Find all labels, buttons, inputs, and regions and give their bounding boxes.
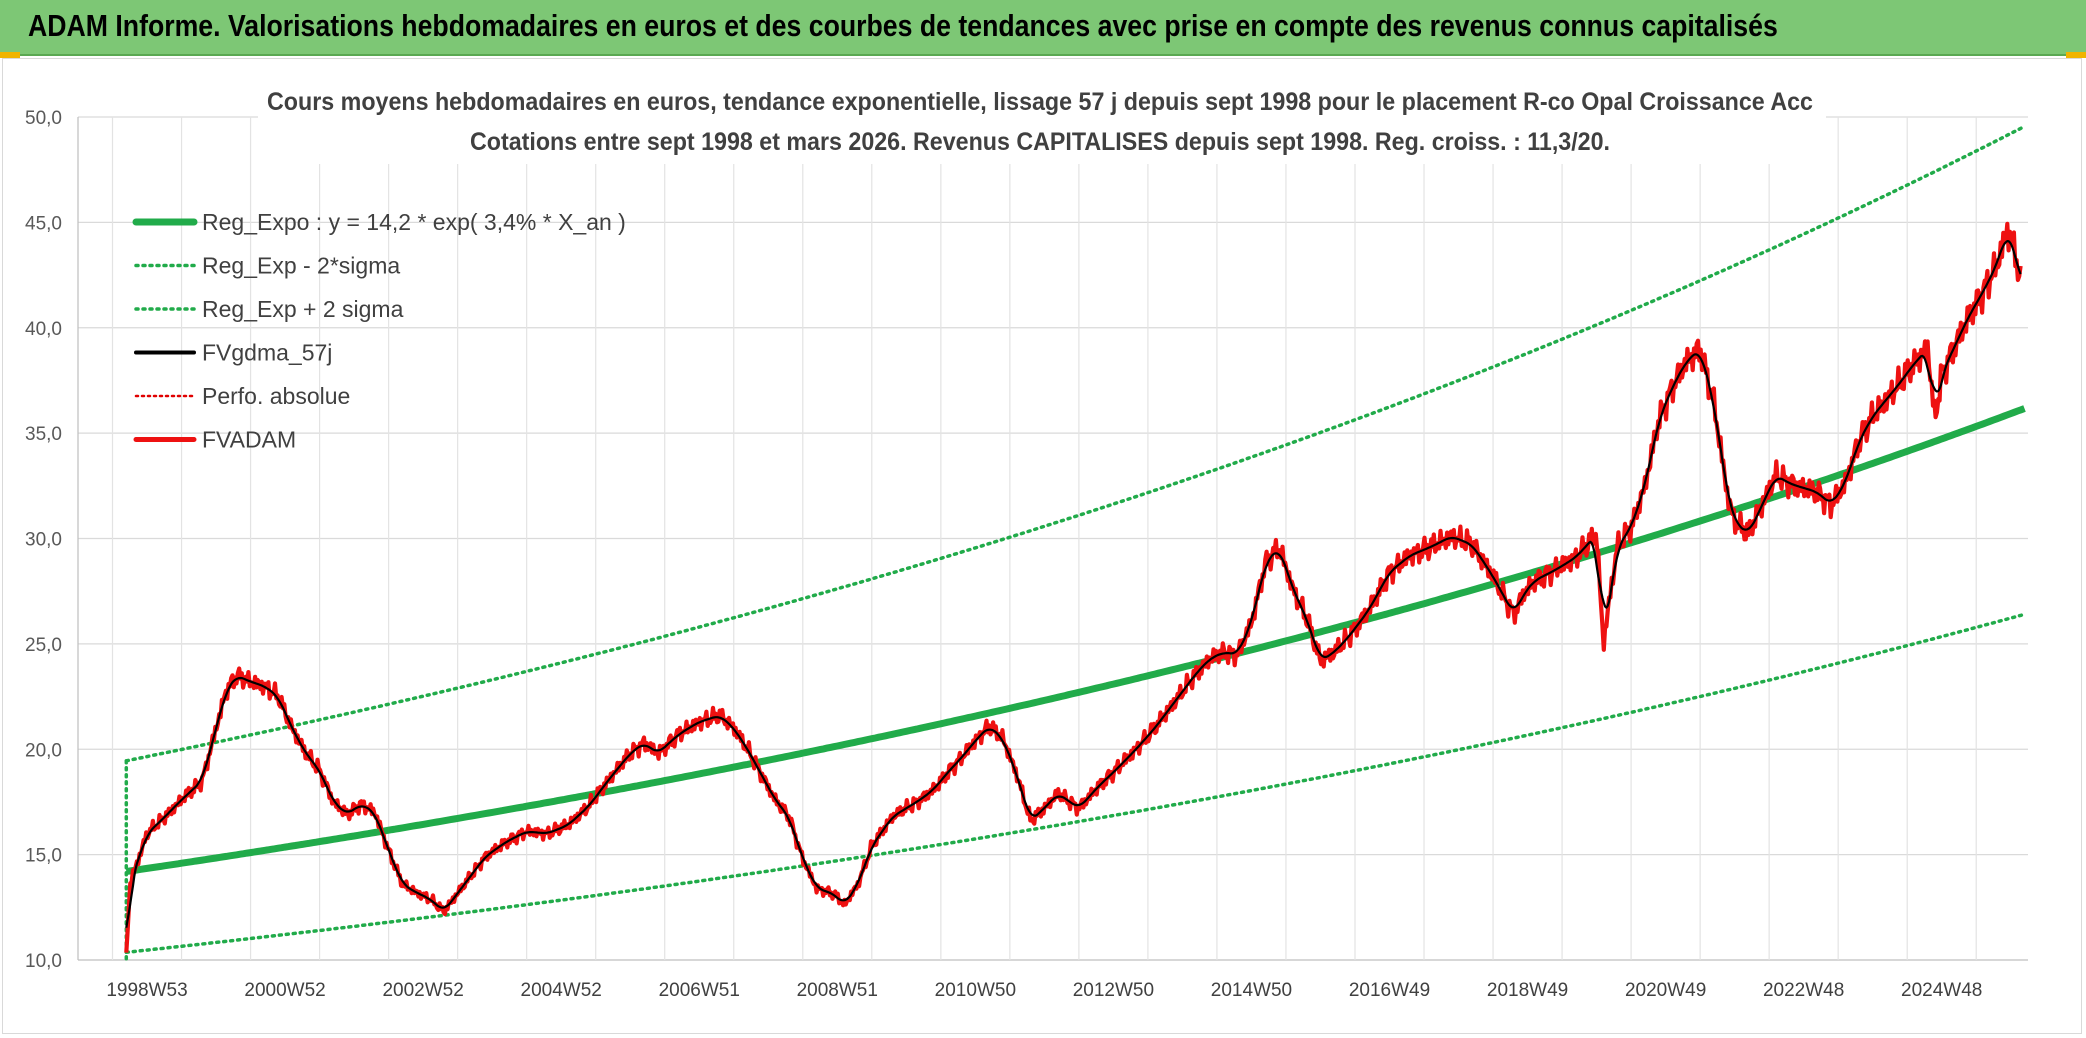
x-tick-label: 2024W48: [1901, 980, 1982, 1001]
series-fvadam: [124, 221, 2023, 953]
x-tick-label: 2006W51: [659, 980, 740, 1001]
legend-label-fvadam: FVADAM: [202, 427, 296, 453]
x-tick-label: 2014W50: [1211, 980, 1292, 1001]
series-layer: [124, 124, 2027, 962]
y-tick-label: 10,0: [25, 951, 62, 972]
grid: [77, 116, 2028, 961]
x-tick-label: 2000W52: [244, 980, 325, 1001]
x-tick-label: 2004W52: [521, 980, 602, 1001]
y-axis: 10,0 15,0 20,0 25,0 30,0 35,0 40,0 45,0 50,0: [25, 108, 62, 972]
x-tick-label: 2010W50: [935, 980, 1016, 1001]
legend-label-reg-plus: Reg_Exp + 2 sigma: [202, 296, 404, 322]
x-tick-label: 2012W50: [1073, 980, 1154, 1001]
banner: ADAM Informe. Valorisations hebdomadaire…: [0, 0, 2086, 56]
series-fvgdma-57j: [125, 240, 2022, 928]
legend-label-perfo: Perfo. absolue: [202, 383, 350, 409]
x-tick-label: 2008W51: [797, 980, 878, 1001]
y-tick-label: 40,0: [25, 319, 62, 340]
y-tick-label: 20,0: [25, 740, 62, 761]
y-tick-label: 45,0: [25, 213, 62, 234]
series-reg-plus-2sigma: [124, 124, 2027, 962]
banner-title: ADAM Informe. Valorisations hebdomadaire…: [28, 8, 1778, 43]
legend: Reg_Expo : y = 14,2 * exp( 3,4% * X_an )…: [132, 209, 626, 453]
chart-frame: [2, 58, 2082, 1034]
x-tick-label: 1998W53: [106, 980, 187, 1001]
x-tick-label: 2016W49: [1349, 980, 1430, 1001]
x-tick-label: 2018W49: [1487, 980, 1568, 1001]
corner-mark-left: [0, 52, 20, 58]
legend-label-fvgdma: FVgdma_57j: [202, 340, 332, 366]
x-tick-label: 2020W49: [1625, 980, 1706, 1001]
corner-mark-right: [2066, 52, 2086, 58]
title-background: [258, 82, 1826, 164]
series-reg-expo: [125, 405, 2026, 875]
y-tick-label: 50,0: [25, 108, 62, 129]
y-tick-label: 15,0: [25, 846, 62, 867]
chart-subtitle: Cotations entre sept 1998 et mars 2026. …: [470, 128, 1610, 156]
x-tick-label: 2002W52: [382, 980, 463, 1001]
series-reg-minus-2sigma: [124, 612, 2027, 955]
x-tick-label: 2022W48: [1763, 980, 1844, 1001]
y-tick-label: 25,0: [25, 635, 62, 656]
legend-label-reg-minus: Reg_Exp - 2*sigma: [202, 253, 400, 279]
chart-title: Cours moyens hebdomadaires en euros, ten…: [267, 88, 1813, 116]
x-axis: 1998W53 2000W52 2002W52 2004W52 2006W51 2008W…: [106, 980, 1982, 1001]
y-tick-label: 35,0: [25, 424, 62, 445]
legend-label-reg-expo: Reg_Expo : y = 14,2 * exp( 3,4% * X_an ): [202, 209, 626, 235]
y-tick-label: 30,0: [25, 530, 62, 551]
